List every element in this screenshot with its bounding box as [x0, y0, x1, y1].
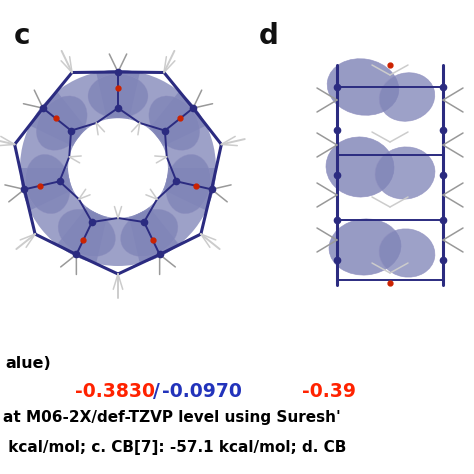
Ellipse shape — [36, 96, 87, 150]
Ellipse shape — [379, 229, 435, 277]
Ellipse shape — [327, 59, 399, 115]
Text: kcal/mol; c. CB[7]: -57.1 kcal/mol; d. CB: kcal/mol; c. CB[7]: -57.1 kcal/mol; d. C… — [3, 440, 346, 455]
Ellipse shape — [379, 73, 435, 121]
Ellipse shape — [120, 209, 178, 256]
Ellipse shape — [25, 155, 70, 214]
Ellipse shape — [166, 155, 210, 214]
Text: /: / — [153, 382, 160, 401]
Ellipse shape — [375, 147, 435, 199]
Wedge shape — [20, 168, 107, 264]
Wedge shape — [149, 91, 216, 210]
Text: alue): alue) — [5, 356, 51, 371]
Text: -0.0970: -0.0970 — [162, 382, 242, 401]
Ellipse shape — [88, 74, 148, 118]
Text: d: d — [259, 22, 279, 50]
Wedge shape — [20, 91, 87, 210]
Wedge shape — [57, 207, 179, 266]
Text: -0.39: -0.39 — [302, 382, 356, 401]
Wedge shape — [30, 70, 140, 146]
Ellipse shape — [58, 209, 116, 256]
Wedge shape — [96, 70, 206, 146]
Text: c: c — [14, 22, 30, 50]
Ellipse shape — [326, 137, 394, 197]
Ellipse shape — [149, 96, 200, 150]
Wedge shape — [129, 168, 216, 264]
Ellipse shape — [329, 219, 401, 275]
Text: at M06-2X/def-TZVP level using Suresh': at M06-2X/def-TZVP level using Suresh' — [3, 410, 341, 425]
Text: -0.3830: -0.3830 — [75, 382, 155, 401]
